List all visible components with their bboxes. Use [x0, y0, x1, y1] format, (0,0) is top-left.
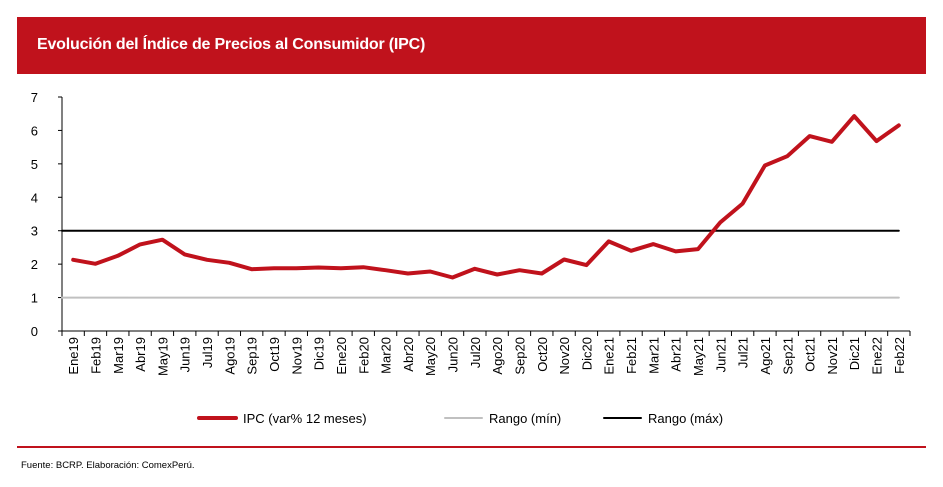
y-tick-label: 5 — [31, 157, 38, 172]
x-tick-label: Nov19 — [289, 337, 304, 375]
x-tick-label: Ago21 — [758, 337, 773, 375]
x-tick-label: Jun20 — [446, 337, 461, 372]
x-tick-label: Jul19 — [200, 337, 215, 368]
x-tick-label: Sep20 — [512, 337, 527, 375]
y-tick-label: 0 — [31, 324, 38, 339]
x-tick-label: Oct19 — [267, 337, 282, 372]
x-tick-label: Sep19 — [245, 337, 260, 375]
x-tick-label: Ago20 — [490, 337, 505, 375]
x-tick-label: Dic21 — [847, 337, 862, 370]
x-tick-label: Nov21 — [825, 337, 840, 375]
x-tick-label: Ene20 — [334, 337, 349, 375]
x-tick-label: May20 — [423, 337, 438, 376]
x-tick-label: Oct20 — [535, 337, 550, 372]
x-tick-label: Abr20 — [401, 337, 416, 372]
y-tick-label: 4 — [31, 190, 38, 205]
x-tick-label: Feb21 — [624, 337, 639, 374]
y-axis: 0 1 2 3 4 5 6 7 — [31, 90, 63, 339]
x-tick-label: Jul21 — [736, 337, 751, 368]
y-tick-label: 3 — [31, 224, 38, 239]
x-tick-label: Ene19 — [66, 337, 81, 375]
x-tick-label: Dic20 — [579, 337, 594, 370]
series-ipc-line — [71, 114, 901, 280]
x-tick-label: Abr21 — [669, 337, 684, 372]
x-tick-label: Dic19 — [312, 337, 327, 370]
x-tick-label: Oct21 — [803, 337, 818, 372]
legend-ipc-label: IPC (var% 12 meses) — [243, 411, 367, 426]
legend-min-label: Rango (mín) — [489, 411, 561, 426]
x-tick-label: Jun19 — [178, 337, 193, 372]
y-tick-label: 6 — [31, 123, 38, 138]
title-banner: Evolución del Índice de Precios al Consu… — [17, 17, 926, 74]
x-tick-label: Jun21 — [713, 337, 728, 372]
x-axis: Ene19 Feb19 Mar19 Abr19 May19 Jun19 Jul19 Ago19… — [61, 330, 911, 376]
x-tick-label: Abr19 — [133, 337, 148, 372]
y-tick-label: 2 — [31, 257, 38, 272]
footer-divider — [17, 446, 926, 448]
chart-title: Evolución del Índice de Precios al Consu… — [37, 36, 426, 53]
y-tick-label: 7 — [31, 90, 38, 105]
x-tick-label: Ene21 — [602, 337, 617, 375]
x-tick-label: Feb20 — [356, 337, 371, 374]
x-tick-label: Mar21 — [646, 337, 661, 374]
x-tick-label: Ago19 — [222, 337, 237, 375]
x-tick-label: Feb19 — [88, 337, 103, 374]
x-tick-label: Jul20 — [468, 337, 483, 368]
x-tick-label: May21 — [691, 337, 706, 376]
x-tick-label: Sep21 — [780, 337, 795, 375]
series-lines — [61, 114, 901, 299]
source-note: Fuente: BCRP. Elaboración: ComexPerú. — [21, 460, 195, 471]
x-tick-label: Feb22 — [892, 337, 907, 374]
legend: IPC (var% 12 meses) Rango (mín) Rango (máx… — [197, 411, 723, 426]
x-tick-label: Mar20 — [379, 337, 394, 374]
x-tick-label: Mar19 — [111, 337, 126, 374]
x-tick-label: May19 — [155, 337, 170, 376]
legend-max-label: Rango (máx) — [648, 411, 723, 426]
y-tick-label: 1 — [31, 291, 38, 306]
x-tick-label: Nov20 — [557, 337, 572, 375]
x-tick-label: Ene22 — [870, 337, 885, 375]
